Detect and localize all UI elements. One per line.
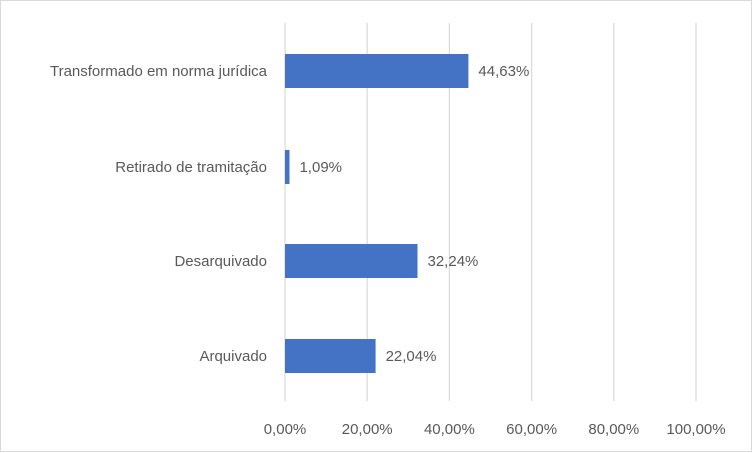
x-tick-label: 80,00% <box>588 421 639 438</box>
bars <box>285 54 469 373</box>
category-labels: Transformado em norma jurídica Retirado d… <box>50 63 268 365</box>
category-label: Arquivado <box>199 348 267 365</box>
x-tick-labels: 0,00% 20,00% 40,00% 60,00% 80,00% 100,00% <box>264 421 726 438</box>
x-tick-label: 100,00% <box>666 421 725 438</box>
data-label: 22,04% <box>386 348 437 365</box>
category-label: Retirado de tramitação <box>115 159 267 176</box>
x-tick-label: 40,00% <box>424 421 475 438</box>
bar <box>285 339 376 373</box>
category-label: Desarquivado <box>174 253 267 270</box>
data-label: 1,09% <box>299 159 342 176</box>
bar <box>285 54 469 88</box>
data-label: 32,24% <box>428 253 479 270</box>
x-tick-label: 0,00% <box>264 421 307 438</box>
bar <box>285 150 290 184</box>
bar <box>285 244 418 278</box>
x-tick-label: 20,00% <box>342 421 393 438</box>
category-label: Transformado em norma jurídica <box>50 63 268 80</box>
value-labels: 44,63% 1,09% 32,24% 22,04% <box>299 63 529 365</box>
data-label: 44,63% <box>478 63 529 80</box>
x-tick-label: 60,00% <box>506 421 557 438</box>
